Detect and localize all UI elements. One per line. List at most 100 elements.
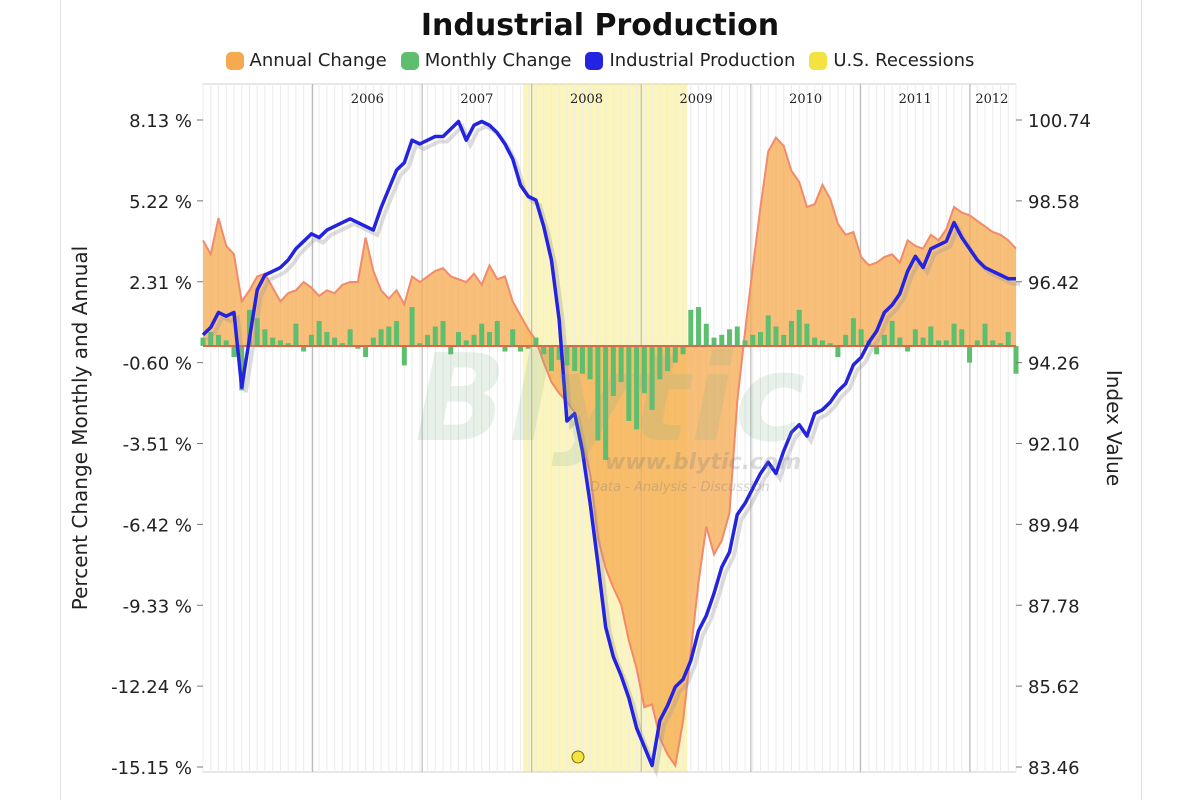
bar-monthly-change — [967, 345, 973, 363]
bar-monthly-change — [525, 345, 531, 349]
left-tick-label: -9.33 % — [123, 596, 192, 617]
left-tick-label: -3.51 % — [123, 435, 192, 456]
bar-monthly-change — [231, 345, 237, 358]
bar-monthly-change — [378, 329, 384, 346]
right-tick-label: 98.58 — [1028, 192, 1080, 213]
bar-monthly-change — [579, 345, 585, 374]
bar-monthly-change — [332, 337, 338, 346]
bar-monthly-change — [788, 320, 794, 346]
left-tick-label: 5.22 % — [129, 192, 192, 213]
bar-monthly-change — [951, 323, 957, 346]
legend-item-production[interactable]: Industrial Production — [585, 50, 795, 71]
bar-monthly-change — [301, 345, 307, 352]
bar-monthly-change — [765, 315, 771, 346]
bar-monthly-change — [277, 340, 283, 346]
bar-monthly-change — [254, 318, 260, 346]
year-label-2006: 2006 — [351, 92, 384, 107]
bar-monthly-change — [912, 329, 918, 346]
bar-monthly-change — [812, 337, 818, 346]
bar-monthly-change — [680, 345, 686, 355]
bar-monthly-change — [672, 345, 678, 363]
year-label-2011: 2011 — [899, 92, 932, 107]
bar-monthly-change — [827, 343, 833, 346]
bar-monthly-change — [448, 345, 454, 355]
legend-item-annual[interactable]: Annual Change — [225, 50, 387, 71]
series-industrial-production-shadow — [205, 123, 1020, 778]
bar-monthly-change — [486, 332, 492, 346]
legend-swatch-production — [585, 51, 604, 70]
bar-monthly-change — [208, 332, 214, 346]
bar-monthly-change — [533, 337, 539, 346]
bar-monthly-change — [270, 337, 276, 346]
bar-monthly-change — [510, 329, 516, 346]
bar-monthly-change — [881, 334, 887, 346]
bar-monthly-change — [897, 337, 903, 346]
year-label-2010: 2010 — [789, 92, 822, 107]
bar-monthly-change — [215, 334, 221, 346]
bar-monthly-change — [757, 332, 763, 346]
bar-monthly-change — [858, 329, 864, 346]
bar-monthly-change — [959, 329, 965, 346]
bar-monthly-change — [587, 345, 593, 380]
bar-monthly-change — [517, 345, 523, 352]
bar-monthly-change — [425, 334, 431, 346]
bar-monthly-change — [595, 345, 601, 441]
bar-monthly-change — [750, 334, 756, 346]
bar-monthly-change — [657, 345, 663, 380]
bar-monthly-change — [556, 345, 562, 360]
left-tick-label: -0.60 % — [123, 354, 192, 375]
bar-monthly-change — [734, 326, 740, 346]
legend: Annual Change Monthly Change Industrial … — [0, 50, 1200, 71]
bar-monthly-change — [502, 345, 508, 352]
right-tick-label: 92.10 — [1028, 435, 1080, 456]
legend-label-annual: Annual Change — [249, 50, 387, 71]
bar-monthly-change — [285, 343, 291, 346]
bar-monthly-change — [850, 318, 856, 346]
bar-monthly-change — [727, 329, 733, 346]
right-tick-label: 100.74 — [1028, 111, 1091, 132]
bar-monthly-change — [386, 326, 392, 346]
bar-monthly-change — [835, 345, 841, 358]
bar-monthly-change — [548, 345, 554, 371]
bar-monthly-change — [239, 345, 245, 391]
legend-label-production: Industrial Production — [609, 50, 796, 71]
bar-monthly-change — [796, 309, 802, 346]
bar-monthly-change — [781, 334, 787, 346]
left-tick-label: -6.42 % — [123, 515, 192, 536]
bar-monthly-change — [649, 345, 655, 410]
bar-monthly-change — [456, 332, 462, 346]
bar-monthly-change — [479, 323, 485, 346]
bar-monthly-change — [1013, 345, 1019, 374]
bar-monthly-change — [641, 345, 647, 394]
bar-monthly-change — [773, 326, 779, 346]
bar-monthly-change — [688, 309, 694, 346]
bar-monthly-change — [905, 345, 911, 352]
bar-monthly-change — [943, 340, 949, 346]
right-tick-label: 83.46 — [1028, 758, 1080, 779]
bar-monthly-change — [401, 345, 407, 366]
bar-monthly-change — [742, 340, 748, 346]
bar-monthly-change — [409, 307, 415, 346]
bar-monthly-change — [703, 323, 709, 346]
year-label-2012: 2012 — [975, 92, 1008, 107]
bar-monthly-change — [316, 320, 322, 346]
legend-item-monthly[interactable]: Monthly Change — [400, 50, 571, 71]
bar-monthly-change — [990, 340, 996, 346]
series-annual-change-area — [203, 137, 1016, 766]
series-annual-change-line — [202, 135, 1017, 769]
bar-monthly-change — [440, 320, 446, 346]
bar-monthly-change — [347, 329, 353, 346]
year-label-2007: 2007 — [460, 92, 493, 107]
right-tick-label: 85.62 — [1028, 677, 1080, 698]
year-label-2008: 2008 — [570, 92, 603, 107]
bar-monthly-change — [355, 345, 361, 349]
left-tick-label: -15.15 % — [111, 758, 192, 779]
bar-monthly-change — [394, 320, 400, 346]
right-tick-label: 96.42 — [1028, 273, 1080, 294]
bar-monthly-change — [626, 345, 632, 421]
legend-item-recessions[interactable]: U.S. Recessions — [809, 50, 974, 71]
bar-monthly-change — [696, 307, 702, 346]
bar-monthly-change — [603, 345, 609, 460]
bar-monthly-change — [262, 329, 268, 346]
